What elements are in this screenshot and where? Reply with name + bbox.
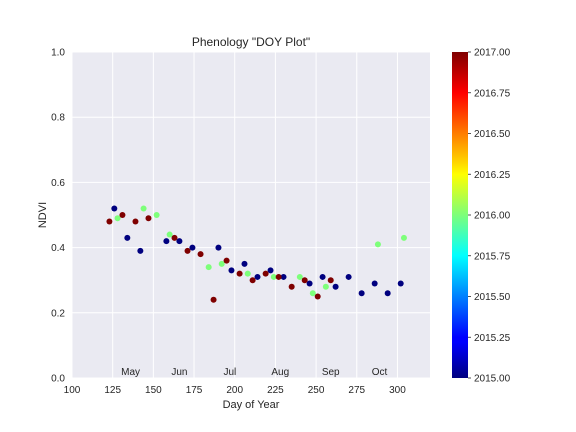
data-point-2017	[301, 277, 308, 284]
data-point-2015	[345, 273, 352, 280]
colorbar-ticks: 2015.00 2015.25 2015.50 2015.75 2016.00 2016.…	[468, 48, 511, 385]
data-point-2015	[241, 260, 248, 267]
data-point-2016	[114, 215, 121, 222]
data-point-2015	[371, 280, 378, 287]
y-tick-label: 0.8	[51, 113, 65, 124]
y-axis-label: NDVI	[37, 202, 49, 228]
data-point-2017	[275, 273, 282, 280]
x-tick-label: 250	[308, 385, 325, 396]
data-point-2015	[280, 273, 287, 280]
data-point-2017	[145, 215, 152, 222]
data-point-2015	[124, 234, 131, 241]
data-point-2016	[296, 273, 303, 280]
colorbar-tick-label: 2016.75	[474, 88, 511, 99]
data-point-2015	[176, 238, 183, 245]
month-label: Sep	[322, 367, 340, 378]
data-point-2016	[322, 283, 329, 290]
y-axis-ticks: 0.0 0.2 0.4 0.6 0.8 1.0	[51, 48, 65, 385]
grid-lines	[71, 51, 430, 379]
x-tick-label: 150	[145, 385, 162, 396]
colorbar-tick-label: 2015.00	[474, 374, 511, 385]
data-point-2017	[197, 251, 204, 258]
data-point-2015	[319, 273, 326, 280]
x-tick-label: 200	[226, 385, 243, 396]
data-point-2015	[111, 205, 118, 212]
colorbar-tick-label: 2015.50	[474, 292, 511, 303]
x-axis-ticks: 100 125 150 175 200 225 250 275 300	[64, 385, 407, 396]
data-point-2017	[223, 257, 230, 264]
month-label: Oct	[372, 367, 388, 378]
data-point-2016	[140, 205, 147, 212]
x-tick-label: 125	[104, 385, 121, 396]
data-point-2016	[244, 270, 251, 277]
x-tick-label: 225	[267, 385, 284, 396]
month-label: Jul	[223, 367, 236, 378]
y-tick-label: 1.0	[51, 48, 65, 59]
month-label: Aug	[271, 367, 289, 378]
data-point-2016	[218, 260, 225, 267]
colorbar-tick-label: 2017.00	[474, 48, 511, 59]
colorbar-tick-label: 2015.25	[474, 333, 511, 344]
data-point-2017	[314, 293, 321, 300]
data-point-2017	[249, 277, 256, 284]
data-point-2017	[119, 212, 126, 218]
data-point-2017	[288, 283, 295, 290]
data-point-2015	[228, 267, 235, 274]
month-label: Jun	[171, 367, 187, 378]
colorbar-tick-label: 2015.75	[474, 251, 511, 262]
data-point-2015	[189, 244, 196, 251]
data-point-2015	[254, 273, 261, 280]
data-point-2017	[184, 247, 191, 254]
plot-background	[72, 52, 430, 378]
data-points	[106, 205, 407, 303]
data-point-2015	[397, 280, 404, 287]
data-point-2017	[171, 234, 178, 241]
month-labels: May Jun Jul Aug Sep Oct	[121, 367, 387, 378]
data-point-2016	[270, 273, 277, 280]
data-point-2017	[327, 277, 334, 284]
x-axis-label: Day of Year	[223, 399, 280, 411]
data-point-2017	[210, 296, 217, 303]
data-point-2016	[166, 231, 173, 238]
data-point-2017	[106, 218, 113, 225]
data-point-2016	[374, 241, 381, 248]
data-point-2015	[137, 247, 144, 254]
colorbar-tick-label: 2016.25	[474, 170, 511, 181]
month-label: May	[121, 367, 140, 378]
chart-title: Phenology "DOY Plot"	[192, 35, 310, 49]
colorbar-tick-label: 2016.50	[474, 129, 511, 140]
data-point-2016	[309, 290, 316, 297]
data-point-2017	[132, 218, 139, 225]
y-tick-label: 0.2	[51, 308, 65, 319]
x-tick-label: 275	[348, 385, 365, 396]
data-point-2016	[400, 234, 407, 241]
x-tick-label: 300	[389, 385, 406, 396]
x-tick-label: 100	[64, 385, 81, 396]
colorbar	[452, 52, 468, 378]
data-point-2015	[358, 290, 365, 297]
data-point-2017	[262, 270, 269, 277]
colorbar-tick-label: 2016.00	[474, 211, 511, 222]
data-point-2015	[267, 267, 274, 274]
data-point-2015	[332, 283, 339, 290]
data-point-2015	[163, 238, 170, 245]
y-tick-label: 0.6	[51, 178, 65, 189]
data-point-2016	[205, 264, 212, 271]
y-tick-label: 0.0	[51, 374, 65, 385]
data-point-2015	[306, 280, 313, 287]
data-point-2015	[215, 244, 222, 251]
data-point-2015	[384, 290, 391, 297]
data-point-2016	[153, 212, 160, 218]
data-point-2017	[236, 270, 243, 277]
x-tick-label: 175	[186, 385, 203, 396]
y-tick-label: 0.4	[51, 243, 65, 254]
